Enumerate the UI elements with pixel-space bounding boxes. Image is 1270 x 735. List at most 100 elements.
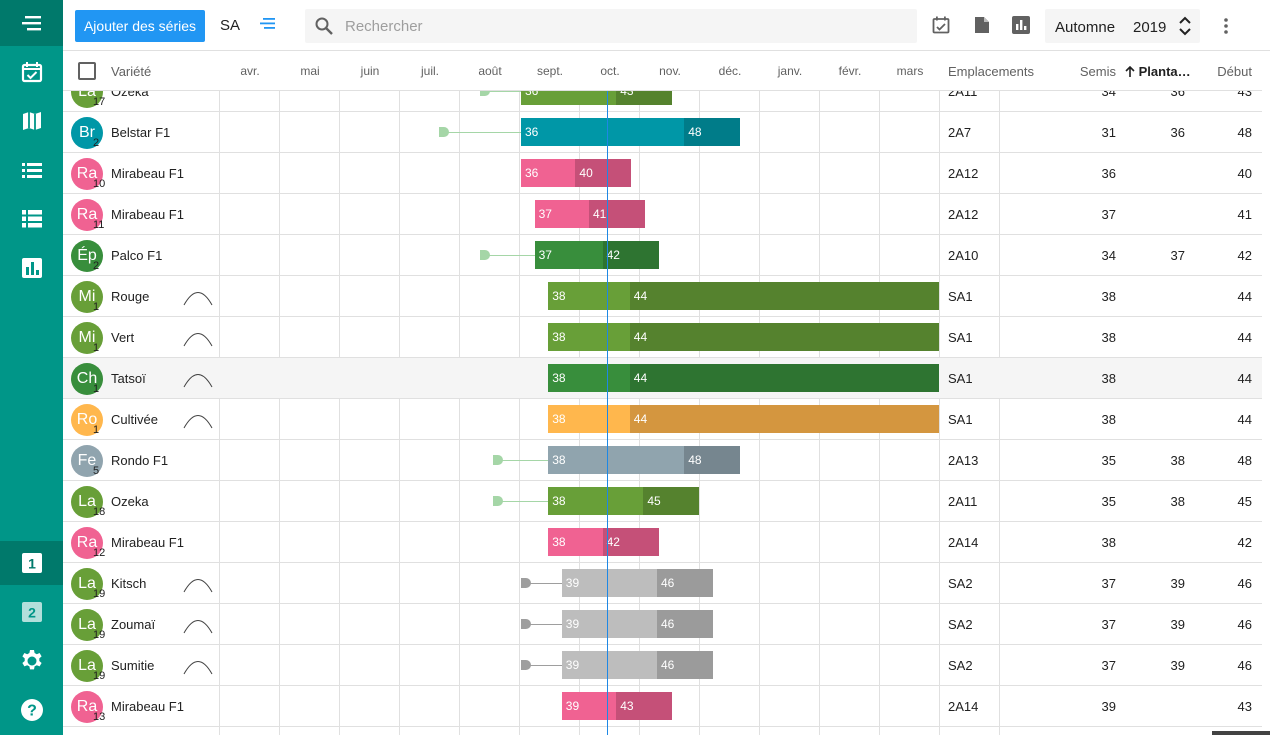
select-all-checkbox[interactable] [78, 62, 96, 80]
table-row[interactable]: Br 2 Belstar F1 36 48 2A7 31 36 48 [63, 112, 1262, 153]
one-icon[interactable]: 1 [0, 541, 63, 585]
series-bar[interactable]: 36 40 [521, 159, 632, 187]
table-row[interactable]: La 18 Ozeka 38 45 2A11 35 38 45 [63, 481, 1262, 522]
add-series-button[interactable]: Ajouter des séries [75, 10, 205, 42]
calendar-check-icon[interactable] [0, 50, 63, 94]
locations-column-header[interactable]: Emplacements [948, 64, 1034, 79]
variety-name[interactable]: Mirabeau F1 [111, 207, 184, 222]
variety-name[interactable]: Ozeka [111, 494, 149, 509]
bar-harvest-week: 41 [592, 207, 607, 221]
table-row[interactable]: La 17 Ozeka 36 43 2A11 34 36 43 [63, 91, 1262, 112]
search-input[interactable] [345, 9, 905, 43]
sowing-marker[interactable] [439, 127, 449, 137]
table-row[interactable]: Mi 1 Rouge 38 44 SA1 38 44 [63, 276, 1262, 317]
variety-name[interactable]: Rondo F1 [111, 453, 169, 468]
series-bar[interactable]: 38 48 [548, 446, 741, 474]
bar-harvest-week: 44 [633, 330, 648, 344]
table-row[interactable]: Ro 1 Cultivée 38 44 SA1 38 44 [63, 399, 1262, 440]
series-bar[interactable]: 38 44 [548, 323, 939, 351]
table-row[interactable]: Ra 10 Mirabeau F1 36 40 2A12 36 40 [63, 153, 1262, 194]
svg-text:1: 1 [28, 556, 36, 572]
variety-name[interactable]: Mirabeau F1 [111, 166, 184, 181]
variety-name[interactable]: Sumitie [111, 658, 155, 673]
avatar-count: 17 [93, 96, 106, 108]
grid-line [279, 91, 280, 735]
grid-line [519, 91, 520, 735]
table-row[interactable]: La 19 Sumitie 39 46 SA2 37 39 46 [63, 645, 1262, 686]
variety-name[interactable]: Zoumaï [111, 617, 156, 632]
sowing-marker[interactable] [479, 91, 490, 96]
sowing-marker[interactable] [520, 660, 531, 670]
variety-name[interactable]: Palco F1 [111, 248, 163, 263]
sowing-marker[interactable] [493, 496, 504, 506]
sowing-cell: 38 [1101, 412, 1116, 427]
help-icon[interactable]: ? [0, 688, 63, 732]
two-icon[interactable]: 2 [0, 590, 63, 634]
list-icon[interactable] [0, 148, 63, 192]
year-stepper-icon[interactable] [1178, 14, 1192, 43]
sowing-marker[interactable] [493, 455, 504, 465]
variety-column-header[interactable]: Variété [111, 64, 152, 79]
sowing-marker[interactable] [479, 250, 490, 260]
bar-start-week: 38 [552, 453, 566, 467]
bar-harvest-week: 42 [606, 535, 620, 549]
series-bar[interactable]: 37 42 [534, 241, 659, 269]
list-detailed-icon[interactable] [0, 197, 63, 241]
avatar-abbr: Fe [77, 452, 97, 469]
month-header-4: août [478, 64, 502, 78]
series-bar[interactable]: 39 46 [561, 651, 713, 679]
table-row[interactable]: Ch 1 Tatsoï 38 44 SA1 38 44 [63, 358, 1262, 399]
start-column-header[interactable]: Début [1217, 64, 1252, 79]
document-icon[interactable] [974, 16, 990, 39]
sowing-marker[interactable] [520, 578, 531, 588]
variety-name[interactable]: Tatsoï [111, 371, 146, 386]
planting-cell: 39 [1170, 658, 1185, 673]
sowing-line [479, 91, 521, 92]
series-bar[interactable]: 39 43 [561, 692, 673, 720]
series-bar[interactable]: 38 44 [548, 364, 939, 392]
table-row[interactable]: La 19 Kitsch 39 46 SA2 37 39 46 [63, 563, 1262, 604]
table-row[interactable]: La 19 Zoumaï 39 46 SA2 37 39 46 [63, 604, 1262, 645]
series-bar[interactable]: 38 42 [548, 528, 659, 556]
scrollbar-thumb[interactable] [1212, 731, 1270, 735]
season-selector[interactable]: Automne 2019 [1045, 9, 1200, 43]
filter-lines-icon[interactable] [260, 17, 276, 36]
settings-icon[interactable] [0, 639, 63, 683]
variety-name[interactable]: Mirabeau F1 [111, 699, 184, 714]
variety-name[interactable]: Cultivée [111, 412, 158, 427]
series-bar[interactable]: 39 46 [561, 569, 713, 597]
bar-harvest-week: 45 [647, 494, 661, 508]
location-cell: 2A13 [948, 453, 979, 468]
variety-name[interactable]: Ozeka [111, 91, 149, 99]
table-row[interactable]: Ra 13 Mirabeau F1 39 43 2A14 39 43 [63, 686, 1262, 727]
table-row[interactable]: Ra 12 Mirabeau F1 38 42 2A14 38 42 [63, 522, 1262, 563]
series-bar[interactable]: 39 46 [561, 610, 713, 638]
table-row[interactable]: Ép 2 Palco F1 37 42 2A10 34 37 42 [63, 235, 1262, 276]
map-icon[interactable] [0, 99, 63, 143]
series-bar[interactable]: 36 48 [521, 118, 741, 146]
table-row[interactable]: Fe 5 Rondo F1 38 48 2A13 35 38 48 [63, 440, 1262, 481]
filter-label[interactable]: SA [220, 17, 241, 34]
table-row[interactable]: Mi 1 Vert 38 44 SA1 38 44 [63, 317, 1262, 358]
variety-name[interactable]: Mirabeau F1 [111, 535, 184, 550]
series-bar[interactable]: 37 41 [534, 200, 645, 228]
series-bar[interactable]: 36 43 [521, 91, 673, 105]
location-cell: 2A7 [948, 125, 972, 140]
sowing-marker[interactable] [520, 619, 531, 629]
planting-column-header[interactable]: Planta… [1125, 64, 1191, 79]
variety-name[interactable]: Vert [111, 330, 135, 345]
menu-icon[interactable] [0, 0, 63, 46]
series-bar[interactable]: 38 44 [548, 405, 939, 433]
series-bar[interactable]: 38 44 [548, 282, 939, 310]
calendar-check-small-icon[interactable] [932, 16, 950, 39]
tunnel-icon [183, 411, 213, 434]
bar-chart-icon[interactable] [1012, 16, 1030, 39]
series-bar[interactable]: 38 45 [548, 487, 700, 515]
table-row[interactable]: Ra 11 Mirabeau F1 37 41 2A12 37 41 [63, 194, 1262, 235]
variety-name[interactable]: Belstar F1 [111, 125, 171, 140]
more-vert-icon[interactable] [1223, 17, 1229, 40]
sowing-column-header[interactable]: Semis [1079, 64, 1116, 79]
variety-name[interactable]: Rouge [111, 289, 150, 304]
chart-icon[interactable] [0, 246, 63, 290]
variety-name[interactable]: Kitsch [111, 576, 147, 591]
